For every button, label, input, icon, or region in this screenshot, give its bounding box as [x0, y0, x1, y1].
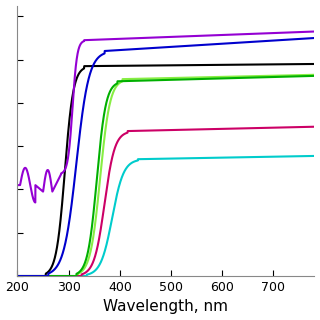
X-axis label: Wavelength, nm: Wavelength, nm — [103, 300, 228, 315]
